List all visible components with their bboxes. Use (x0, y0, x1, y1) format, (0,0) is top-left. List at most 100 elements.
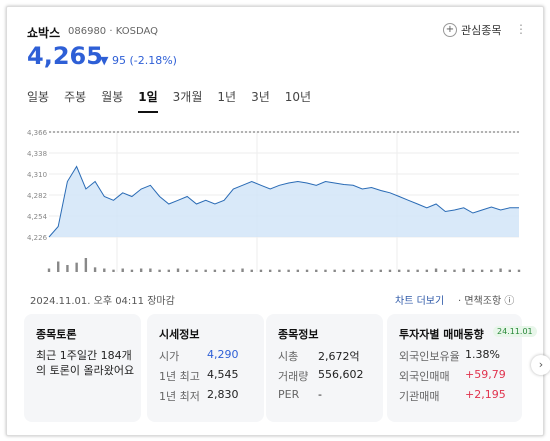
market-info-title: 시세정보 (159, 328, 200, 341)
info-value: +59,79 (465, 368, 506, 381)
period-tabs: 일봉 주봉 월봉 1일 3개월 1년 3년 10년 (27, 88, 326, 113)
volume-bar (66, 265, 69, 272)
tab-monthly[interactable]: 월봉 (101, 90, 124, 104)
volume-bar (434, 268, 438, 272)
volume-bar (241, 268, 244, 272)
investor-trend-card[interactable]: 투자자별 매매동향 24.11.01 외국인보유율 1.38% 외국인매매 +5… (387, 314, 537, 422)
discussion-text: 최근 1주일간 184개의 토론이 올라왔어요 (36, 349, 135, 377)
volume-bar (324, 269, 327, 272)
stock-info-title: 종목정보 (278, 328, 319, 341)
disclaimer-link[interactable]: · 면책조항 ⓘ (458, 296, 515, 307)
volume-bar (195, 269, 198, 272)
volume-bar (130, 269, 134, 272)
volume-bar (471, 269, 475, 272)
info-row: 기관매매 +2,195 (399, 388, 506, 404)
volume-bar (333, 269, 336, 272)
stock-info-card[interactable]: 종목정보 시총 2,672억 거래량 556,602 PER - (266, 314, 383, 422)
volume-bar (499, 268, 502, 272)
chart-more-link[interactable]: 차트 더보기 (395, 296, 445, 307)
discussion-card[interactable]: 종목토론 최근 1주일간 184개의 토론이 올라왔어요 (24, 314, 141, 422)
chevron-right-icon: › (538, 358, 544, 371)
volume-bar (158, 269, 161, 272)
tab-daily[interactable]: 일봉 (27, 90, 50, 104)
volume-bar (388, 269, 392, 272)
price-change: ▼ 95 (-2.18%) (100, 54, 177, 67)
volume-bar (278, 269, 281, 272)
investor-trend-title: 투자자별 매매동향 (399, 328, 484, 341)
volume-bar (204, 269, 207, 272)
volume-bar (453, 269, 456, 272)
discussion-title: 종목토론 (36, 328, 77, 341)
info-row: 외국인보유율 1.38% (399, 348, 500, 364)
volume-bar (176, 268, 180, 272)
stock-name[interactable]: 쇼박스 (27, 26, 61, 40)
info-row: 1년 최저 2,830 (159, 388, 239, 404)
info-label: PER (278, 388, 300, 401)
volume-bar (268, 269, 272, 272)
volume-bar (139, 268, 143, 272)
plus-icon: + (443, 23, 457, 37)
volume-bar (103, 268, 106, 272)
info-label: 기관매매 (399, 390, 440, 403)
info-value: 1.38% (465, 348, 500, 361)
volume-bar (370, 269, 373, 272)
favorite-button[interactable]: + 관심종목 (443, 22, 501, 38)
volume-bar (149, 268, 152, 272)
volume-bar (213, 269, 217, 272)
info-row: 시총 2,672억 (278, 348, 360, 364)
tab-10year[interactable]: 10년 (284, 90, 312, 104)
market-datetime: 2024.11.01. 오후 04:11 장마감 (30, 296, 175, 307)
info-value: +2,195 (465, 388, 506, 401)
next-card-button[interactable]: › (531, 355, 550, 375)
volume-bar (462, 268, 465, 272)
price-chart[interactable]: 4,3664,3384,3104,2824,2544,22610:0012:00… (27, 124, 522, 274)
volume-bar (222, 269, 226, 272)
tab-weekly[interactable]: 주봉 (64, 90, 87, 104)
volume-bar (416, 269, 419, 272)
info-value: - (318, 388, 322, 401)
info-row: 1년 최고 4,545 (159, 368, 239, 384)
tab-3month[interactable]: 3개월 (172, 90, 203, 104)
y-tick-label: 4,254 (27, 213, 48, 221)
volume-bar (444, 269, 447, 272)
date-badge: 24.11.01 (493, 326, 537, 337)
volume-bar (57, 261, 60, 272)
volume-bar (407, 269, 410, 272)
y-tick-label: 4,366 (27, 129, 48, 137)
y-tick-label: 4,282 (27, 192, 47, 200)
tab-3year[interactable]: 3년 (251, 90, 270, 104)
info-row: 거래량 556,602 (278, 368, 364, 384)
volume-bar (305, 269, 309, 272)
stock-code: 086980 · KOSDAQ (68, 26, 158, 37)
volume-bar (287, 269, 290, 272)
y-tick-label: 4,338 (27, 150, 47, 158)
market-info-card[interactable]: 시세정보 시가 4,290 1년 최고 4,545 1년 최저 2,830 (147, 314, 264, 422)
volume-bar (84, 258, 88, 272)
volume-bar (167, 269, 171, 272)
info-row: PER - (278, 388, 322, 401)
info-value: 2,830 (207, 388, 239, 401)
info-label: 외국인매매 (399, 370, 450, 383)
volume-bar (425, 269, 429, 272)
info-value: 556,602 (318, 368, 364, 381)
price-area (49, 166, 519, 237)
volume-bar (47, 268, 51, 272)
volume-bar (490, 269, 493, 272)
volume-bar (93, 267, 97, 272)
volume-bar (112, 269, 115, 272)
tab-1year[interactable]: 1년 (217, 90, 237, 104)
info-label: 시가 (159, 350, 180, 363)
info-label: 시총 (278, 350, 299, 363)
more-options-icon[interactable]: ⋮ (515, 22, 527, 36)
volume-bar (517, 269, 521, 272)
info-value: 4,290 (207, 348, 239, 361)
volume-bar (186, 269, 189, 272)
volume-bar (232, 269, 235, 272)
info-value: 2,672억 (318, 350, 360, 363)
volume-bar (361, 269, 364, 272)
y-tick-label: 4,310 (27, 171, 47, 179)
current-price: 4,265 (27, 42, 103, 70)
info-row: 외국인매매 +59,79 (399, 368, 506, 384)
tab-1day[interactable]: 1일 (138, 88, 158, 113)
info-label: 외국인보유율 (399, 350, 460, 363)
